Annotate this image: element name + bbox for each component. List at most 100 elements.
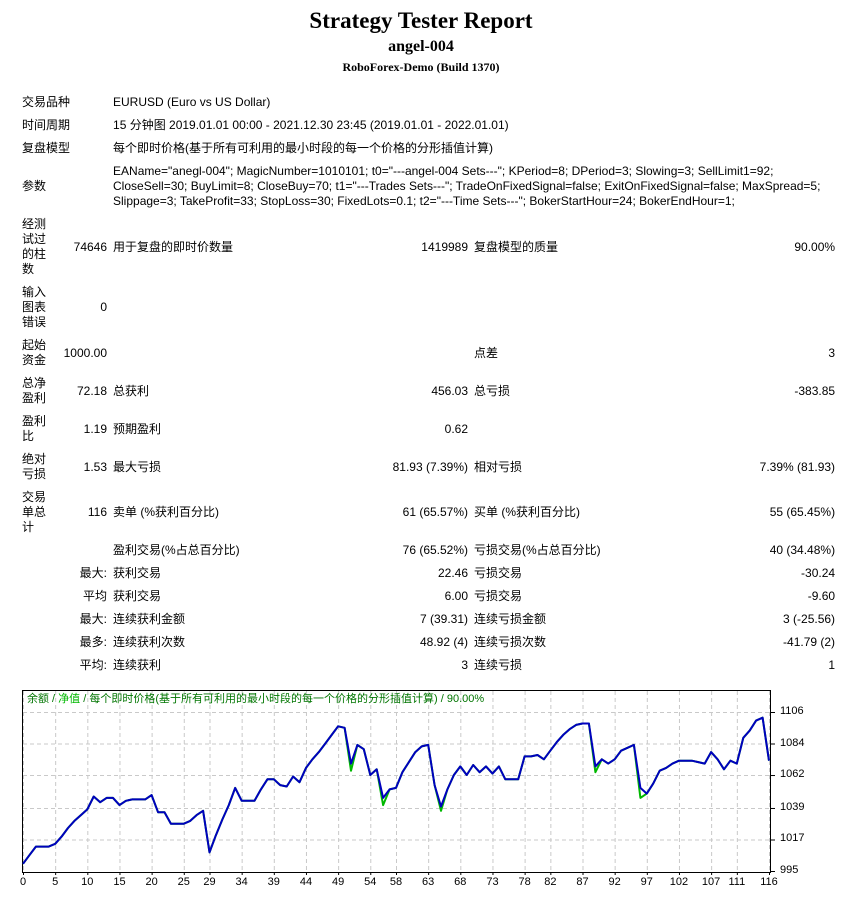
report-row: 时间周期 15 分钟图 2019.01.01 00:00 - 2021.12.30… [22, 114, 835, 137]
y-axis-label: 1084 [780, 736, 805, 749]
report-row-label: 总净 盈利 [22, 376, 47, 405]
report-row-label: 经测 试过 的柱 数 [22, 217, 47, 276]
chart-plot-area: 余额 / 净值 / 每个即时价格(基于所有可利用的最小时段的每一个价格的分形插值… [22, 690, 775, 875]
chart-canvas [22, 691, 775, 875]
report-row-label: 参数 [22, 179, 47, 193]
report-label: 每个即时价格(基于所有可利用的最小时段的每一个价格的分形插值计算) [113, 141, 494, 155]
x-axis-label: 20 [145, 876, 158, 888]
report-row: 经测 试过 的柱 数 74646 用于复盘的即时价数量 1419989 复盘模型的质量 9… [22, 213, 835, 281]
report-table: 交易品种 EURUSD (Euro vs US Dollar) 时间周期 15 分钟图… [22, 91, 835, 677]
report-row-label: 绝对 亏损 [22, 452, 47, 481]
report-row: 交易品种 EURUSD (Euro vs US Dollar) [22, 91, 835, 114]
report-label: 最大亏损 [113, 459, 162, 474]
y-axis-label: 1106 [780, 705, 804, 717]
report-row: 平均: 连续获利 3 连续亏损 1 [22, 654, 835, 677]
report-row-label [22, 539, 50, 562]
report-label [360, 334, 468, 372]
x-axis-label: 44 [299, 876, 313, 888]
page-title: Strategy Tester Report [309, 8, 533, 33]
report-value: -30.24 [801, 566, 836, 580]
report-row: 参数 EAName="anegl-004"; MagicNumber=101010… [22, 160, 835, 213]
report-label: 连续获利 [113, 658, 162, 672]
report-label [700, 410, 835, 448]
report-label: 连续亏损 [474, 658, 523, 672]
report-value: 48.92 (4) [419, 635, 469, 649]
x-axis-label: 10 [81, 876, 94, 888]
report-label: 15 分钟图 2019.01.01 00:00 - 2021.12.30 23:… [113, 118, 509, 132]
report-label: 获利交易 [113, 566, 162, 580]
y-axis-label: 1017 [780, 832, 805, 845]
report-row-label: 时间周期 [22, 118, 71, 132]
report-row-label: 交易品种 [22, 95, 71, 109]
report-value: -9.60 [807, 589, 836, 603]
report-row-label [22, 562, 50, 585]
x-axis-label: 49 [331, 876, 345, 888]
report-value: 116 [87, 505, 108, 519]
report-label: 卖单 (%获利百分比) [113, 505, 220, 519]
report-row-label [22, 585, 50, 608]
report-value: 7.39% (81.93) [759, 459, 836, 474]
x-axis-label: 54 [364, 876, 377, 888]
legend-balance-label: 余额 [27, 693, 49, 705]
report-row: 平均 获利交易 6.00 亏损交易 -9.60 [22, 585, 835, 608]
x-axis-label: 87 [576, 876, 589, 888]
report-label: 连续亏损次数 [474, 635, 547, 649]
report-value: 61 (65.57%) [402, 505, 469, 519]
x-axis-label: 116 [760, 876, 778, 888]
report-row: 盈利交易(%占总百分比) 76 (65.52%) 亏损交易(%占总百分比) 40 (3… [22, 539, 835, 562]
x-axis-label: 0 [19, 876, 27, 888]
x-axis-label: 34 [235, 876, 248, 888]
x-axis-label: 25 [177, 876, 190, 888]
report-value: 最大: [79, 612, 108, 626]
x-axis-label: 68 [454, 876, 467, 888]
report-value: 平均: [79, 658, 108, 672]
y-axis-label: 995 [780, 864, 799, 876]
report-row: 绝对 亏损 1.53 最大亏损 81.93 (7.39%) 相对亏损 7.39% (81.… [22, 448, 835, 486]
report-value: 3 (-25.56) [783, 612, 836, 626]
x-axis-label: 102 [669, 876, 689, 888]
report-row-label [22, 631, 50, 654]
report-value: 1419989 [421, 239, 469, 254]
report-row: 最多: 连续获利次数 48.92 (4) 连续亏损次数 -41.79 (2) [22, 631, 835, 654]
report-row-label [22, 608, 50, 631]
report-value: 3 [828, 345, 836, 360]
report-row-label: 盈利 比 [22, 414, 47, 443]
report-label: 亏损交易 [474, 589, 523, 603]
report-value: -383.85 [794, 383, 836, 398]
report-value: 0 [100, 300, 108, 314]
report-label: EAName="anegl-004"; MagicNumber=1010101;… [113, 164, 821, 208]
report-row: 盈利 比 1.19 预期盈利 0.62 [22, 410, 835, 448]
report-value: 1.19 [83, 421, 108, 436]
report-row: 最大: 连续获利金额 7 (39.31) 连续亏损金额 3 (-25.56) [22, 608, 835, 631]
report-label [107, 334, 360, 372]
report-label: 亏损交易 [474, 566, 523, 580]
report-value: 72.18 [76, 383, 108, 398]
server-build: RoboForex-Demo (Build 1370) [342, 60, 500, 74]
report-value: 最多: [79, 635, 108, 649]
x-axis-label: 107 [701, 876, 721, 888]
report-label [107, 281, 360, 334]
report-row: 总净 盈利 72.18 总获利 456.03 总亏损 -383.85 [22, 372, 835, 410]
x-axis-label: 97 [640, 876, 653, 888]
report-label [360, 281, 468, 334]
x-axis-label: 78 [518, 876, 531, 888]
report-value: 40 (34.48%) [769, 543, 836, 557]
report-value: 平均 [83, 589, 108, 603]
legend-quality: 90.00% [446, 693, 485, 705]
report-value: 3 [461, 658, 469, 672]
report-label: 用于复盘的即时价数量 [113, 239, 234, 254]
report-value: 最大: [79, 566, 108, 580]
report-label [468, 281, 700, 334]
y-axis-label: 1062 [780, 768, 805, 781]
x-axis-label: 92 [608, 876, 621, 888]
report-label: 点差 [474, 345, 499, 360]
report-row-label: 起始 资金 [22, 338, 47, 367]
report-label: 总获利 [113, 383, 150, 398]
x-axis-label: 82 [544, 876, 557, 888]
report-value: 1.53 [83, 459, 108, 474]
report-value: 1000.00 [63, 345, 108, 360]
legend-separator: / [80, 693, 90, 705]
y-axis-label: 1039 [780, 800, 805, 813]
x-axis-label: 111 [728, 876, 746, 888]
chart-legend: 余额 / 净值 / 每个即时价格(基于所有可利用的最小时段的每一个价格的分形插值… [27, 693, 484, 706]
